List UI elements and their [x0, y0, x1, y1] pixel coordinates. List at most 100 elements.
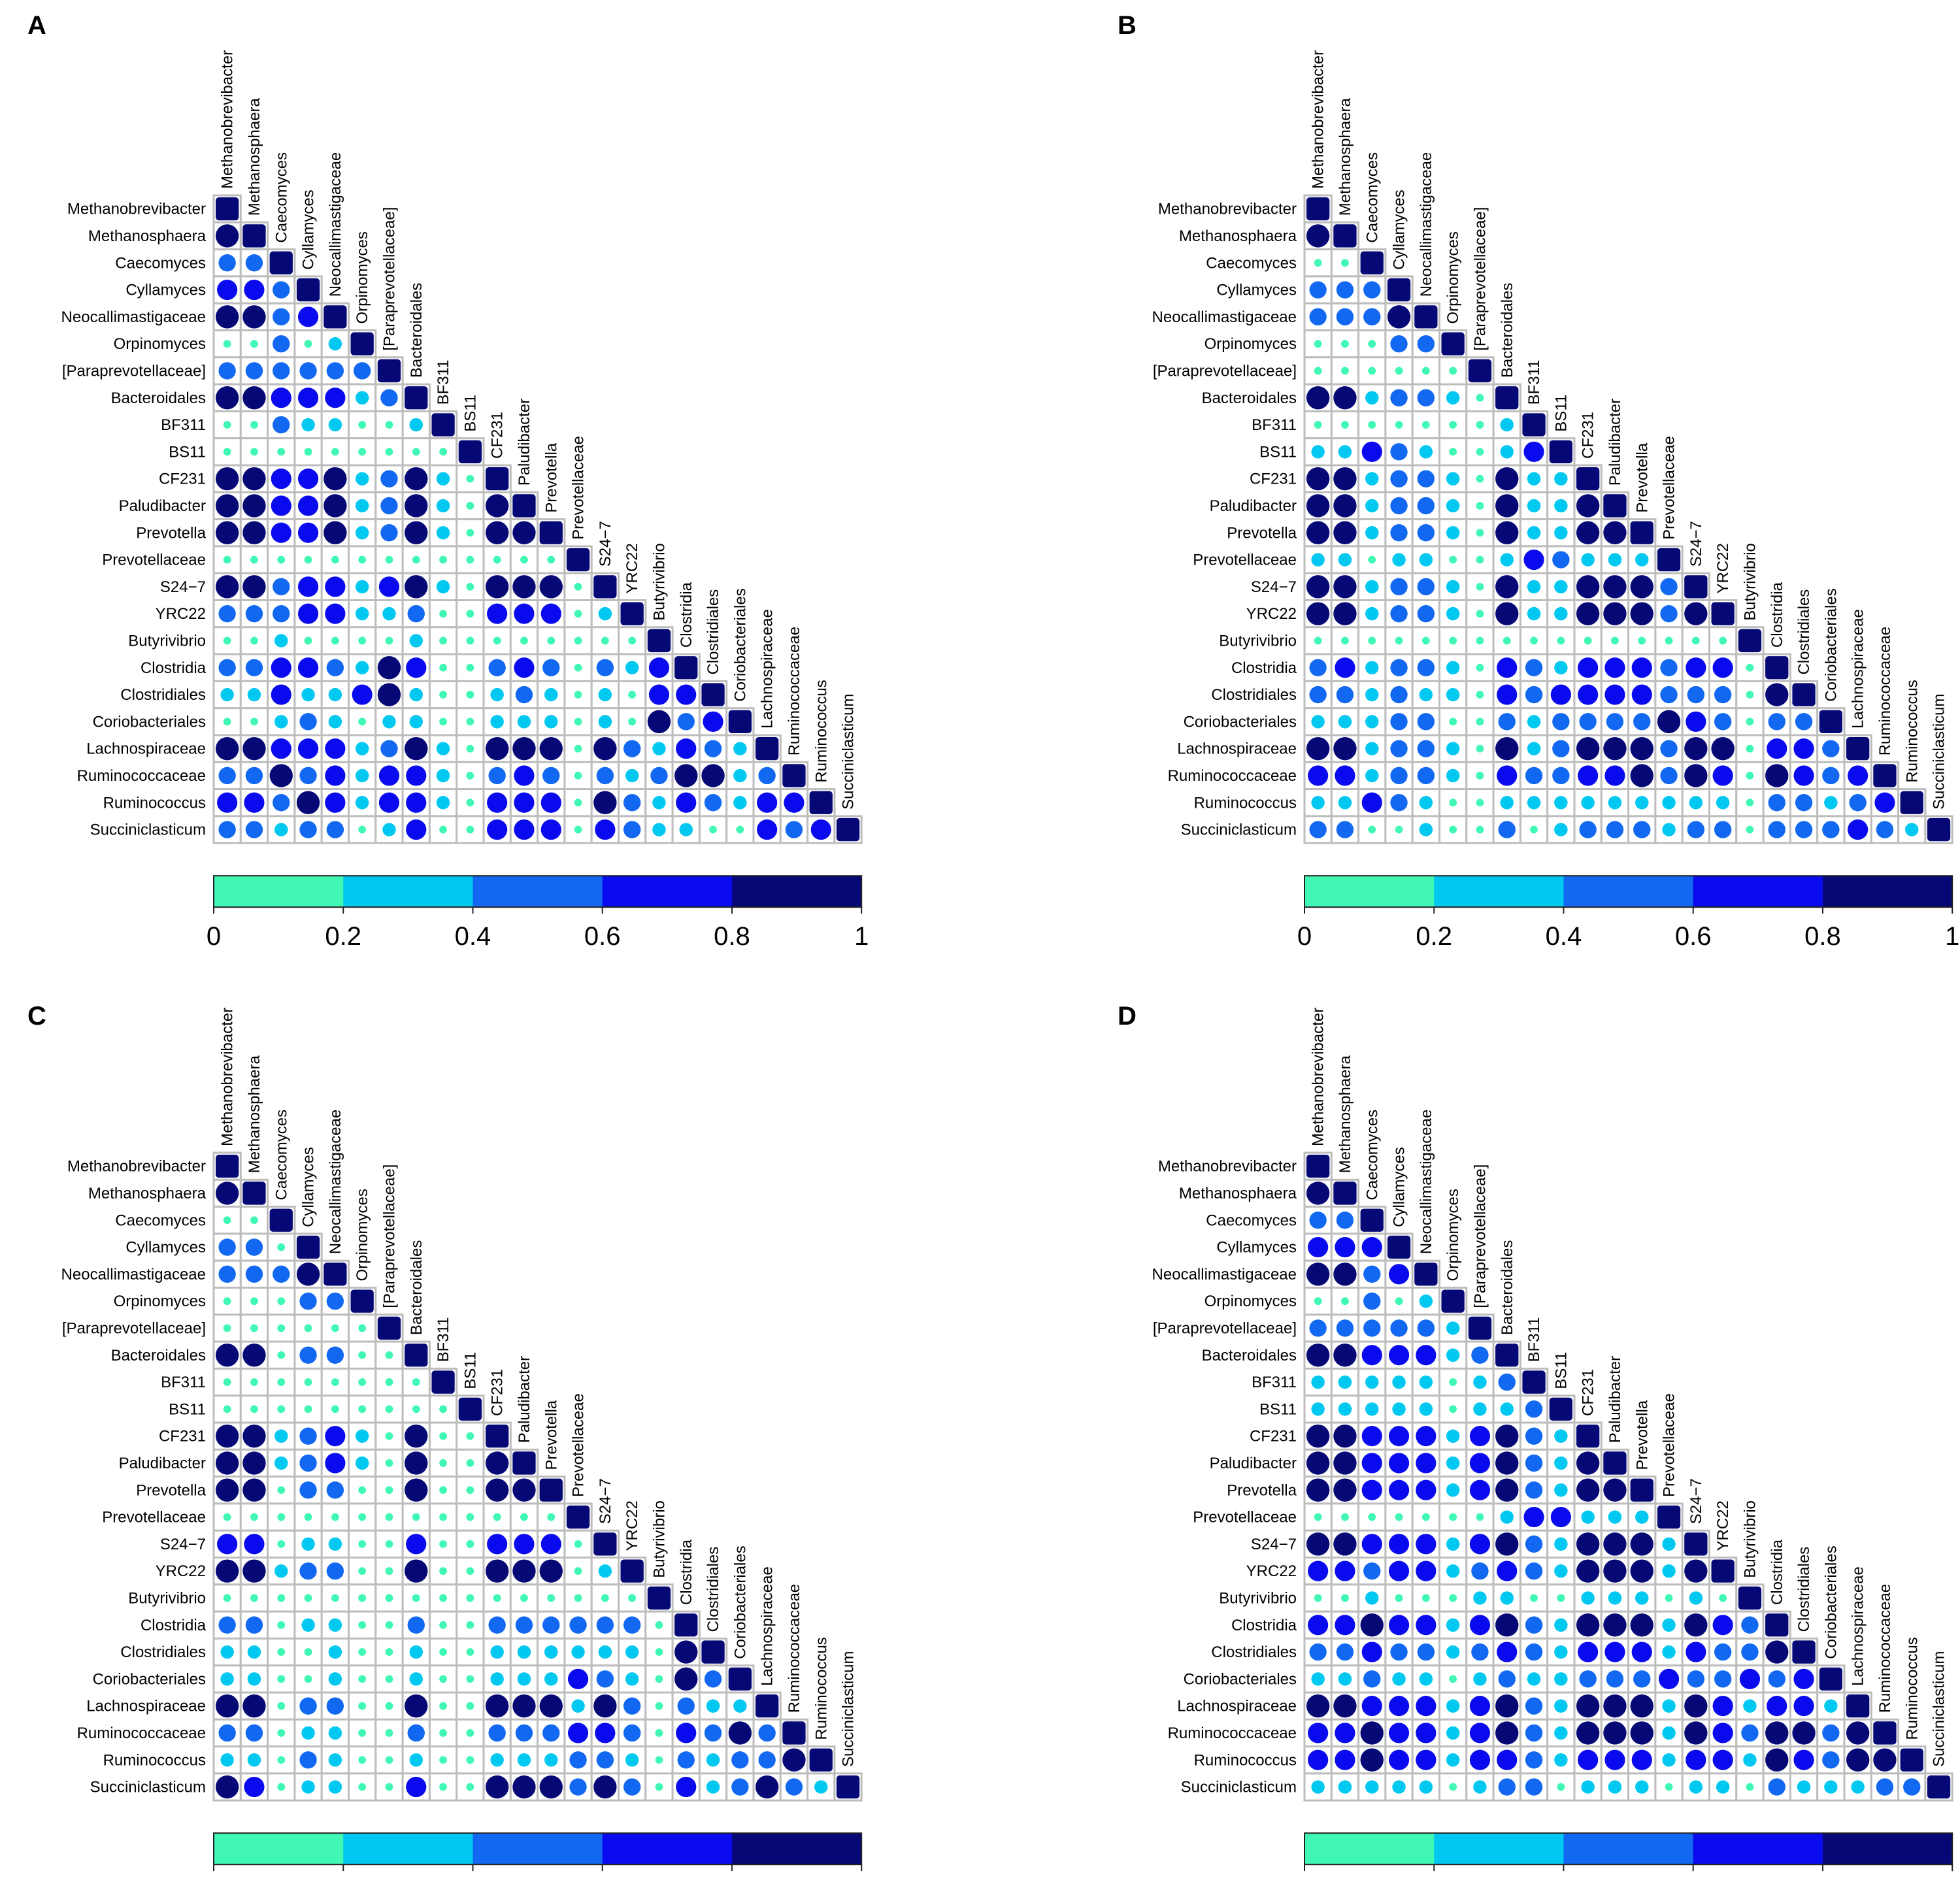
correlation-circle [407, 604, 425, 623]
correlation-circle [1793, 765, 1814, 786]
correlation-circle [385, 1675, 393, 1683]
correlation-circle [1497, 1560, 1518, 1581]
correlation-circle [439, 1594, 447, 1602]
correlation-circle [304, 1648, 312, 1656]
correlation-circle [648, 657, 670, 678]
colorbar-segment [473, 876, 603, 908]
correlation-circle [1417, 335, 1435, 353]
correlation-circle [1530, 1594, 1538, 1602]
correlation-circle [1500, 418, 1514, 432]
correlation-circle [1824, 796, 1838, 810]
correlation-circle [353, 362, 371, 380]
correlation-circle [1421, 1594, 1430, 1602]
correlation-circle [1665, 1783, 1673, 1791]
row-label: Methanosphaera [1179, 227, 1297, 245]
correlation-circle [1471, 1346, 1489, 1364]
colorbar-segment [214, 1833, 344, 1865]
correlation-circle [677, 1697, 695, 1715]
row-label: Lachnospiraceae [1177, 1698, 1297, 1715]
diagonal-square [1468, 1316, 1492, 1340]
correlation-circle [1390, 604, 1408, 623]
column-label: Coriobacteriales [1822, 588, 1840, 701]
diagonal-square [1333, 1181, 1357, 1205]
correlation-circle [439, 1459, 447, 1467]
correlation-circle [1361, 1642, 1382, 1662]
correlation-circle [355, 1429, 369, 1443]
correlation-circle [1746, 799, 1754, 807]
column-label: Prevotellaceae [1661, 1393, 1678, 1497]
column-label: Clostridia [678, 582, 695, 648]
column-label: Lachnospiraceae [759, 1566, 776, 1686]
correlation-circle [1416, 1696, 1437, 1717]
correlation-circle [436, 796, 450, 810]
colorbar-tick-label: 0.6 [1675, 922, 1712, 951]
correlation-circle [569, 1751, 587, 1769]
correlation-circle [439, 1648, 447, 1656]
correlation-circle [1336, 281, 1354, 299]
correlation-circle [1395, 1594, 1403, 1602]
correlation-circle [1417, 604, 1435, 623]
correlation-circle [1308, 1560, 1329, 1581]
correlation-circle [1603, 1694, 1627, 1718]
correlation-circle [1446, 1618, 1460, 1632]
correlation-circle [544, 715, 558, 729]
correlation-circle [1417, 767, 1435, 785]
correlation-circle [355, 580, 369, 594]
correlation-circle [1746, 718, 1754, 726]
correlation-circle [405, 736, 428, 761]
correlation-circle [1498, 1373, 1516, 1391]
correlation-circle [1308, 1615, 1329, 1636]
correlation-circle [1660, 659, 1678, 676]
correlation-circle [1341, 367, 1349, 375]
row-label: BF311 [1252, 416, 1297, 434]
correlation-circle [488, 1616, 506, 1634]
correlation-circle [1714, 685, 1732, 704]
column-label: Neocallimastigaceae [327, 1110, 344, 1254]
correlation-circle [1581, 1780, 1595, 1794]
row-label: [Paraprevotellaceae] [1153, 362, 1297, 380]
correlation-circle [487, 792, 508, 813]
correlation-circle [1306, 1532, 1330, 1556]
correlation-circle [1767, 738, 1787, 759]
correlation-circle [487, 603, 508, 624]
correlation-circle [223, 421, 231, 429]
correlation-circle [1576, 1478, 1600, 1502]
row-label: Lachnospiraceae [86, 1698, 206, 1715]
correlation-circle [1630, 1613, 1653, 1637]
correlation-circle [1416, 1534, 1437, 1555]
correlation-circle [625, 768, 639, 783]
correlation-circle [517, 715, 531, 729]
diagonal-square [647, 1586, 671, 1610]
diagonal-square [1657, 1505, 1681, 1529]
column-label: Succiniclasticum [840, 694, 857, 810]
diagonal-square [1603, 1451, 1627, 1475]
colorbar-tick-label: 0.6 [1675, 1879, 1712, 1882]
column-label: Neocallimastigaceae [1418, 1110, 1435, 1254]
column-label: Ruminococcaceae [1876, 1584, 1894, 1713]
correlation-circle [1633, 821, 1651, 838]
correlation-circle [1581, 553, 1595, 567]
correlation-circle [1500, 1591, 1514, 1605]
correlation-circle [1525, 1697, 1543, 1715]
diagonal-square [377, 1316, 401, 1340]
row-label: Paludibacter [119, 1455, 206, 1472]
correlation-circle [382, 715, 396, 729]
correlation-circle [223, 1324, 231, 1332]
correlation-circle [436, 580, 450, 594]
column-label: YRC22 [1714, 543, 1732, 593]
correlation-circle [380, 389, 398, 406]
correlation-circle [1578, 1642, 1599, 1662]
correlation-circle [512, 1694, 536, 1718]
correlation-circle [758, 767, 776, 785]
correlation-circle [1308, 1723, 1329, 1743]
row-label: Cyllamyces [125, 1239, 206, 1257]
correlation-circle [1333, 602, 1357, 625]
correlation-circle [647, 710, 671, 734]
correlation-circle [1525, 1400, 1543, 1418]
row-label: Clostridiales [120, 1643, 206, 1661]
correlation-circle [574, 1567, 582, 1576]
correlation-circle [1525, 1778, 1543, 1796]
correlation-circle [1446, 1564, 1460, 1578]
correlation-circle [1603, 1478, 1627, 1502]
correlation-circle [1822, 1751, 1840, 1769]
